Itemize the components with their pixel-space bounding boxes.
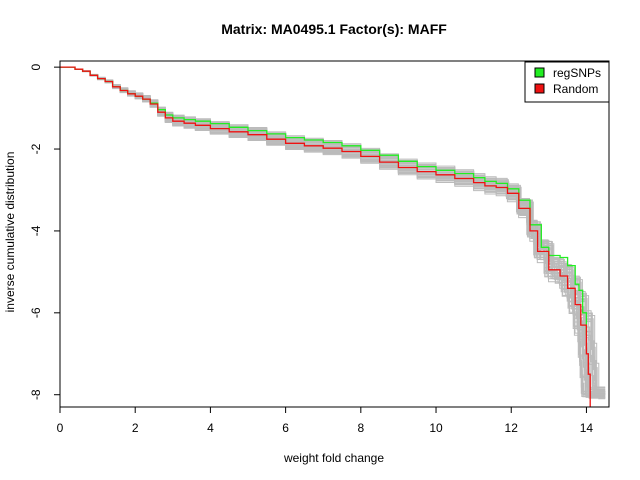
random-background-lines xyxy=(60,66,606,400)
random-simulation-line xyxy=(60,66,606,392)
x-tick-label: 2 xyxy=(132,421,139,435)
x-tick-label: 10 xyxy=(429,421,443,435)
random-simulation-line xyxy=(60,66,606,395)
x-axis-ticks: 0 2 4 6 8 10 12 14 xyxy=(57,407,594,435)
random-simulation-line xyxy=(60,66,606,394)
random-simulation-line xyxy=(60,66,606,392)
random-simulation-line xyxy=(60,66,606,394)
x-axis-label: weight fold change xyxy=(283,451,384,465)
legend-label-random: Random xyxy=(553,82,598,96)
random-simulation-line xyxy=(60,66,606,397)
random-simulation-line xyxy=(60,66,606,392)
random-simulation-line xyxy=(60,66,606,398)
random-simulation-line xyxy=(60,66,606,399)
y-tick-label: -8 xyxy=(29,389,43,400)
random-simulation-line xyxy=(60,66,606,392)
random-simulation-line xyxy=(60,66,606,391)
random-simulation-line xyxy=(60,66,606,394)
random-simulation-line xyxy=(60,66,606,393)
random-simulation-line xyxy=(60,66,606,396)
random-simulation-line xyxy=(60,66,606,395)
random-simulation-line xyxy=(60,66,606,395)
random-simulation-line xyxy=(60,66,606,391)
random-simulation-line xyxy=(60,66,606,395)
legend-swatch-random xyxy=(534,83,545,94)
random-simulation-line xyxy=(60,66,606,389)
random-simulation-line xyxy=(60,66,606,393)
random-simulation-line xyxy=(60,66,606,399)
random-simulation-line xyxy=(60,66,606,399)
random-simulation-line xyxy=(60,66,606,396)
random-simulation-line xyxy=(60,66,606,398)
random-simulation-line xyxy=(60,66,606,396)
x-tick-label: 6 xyxy=(282,421,289,435)
legend: regSNPs Random xyxy=(524,61,610,103)
series-line-random xyxy=(60,66,591,407)
random-simulation-line xyxy=(60,66,606,395)
random-simulation-line xyxy=(60,66,606,398)
x-tick-label: 12 xyxy=(505,421,519,435)
chart-title: Matrix: MA0495.1 Factor(s): MAFF xyxy=(221,21,447,37)
random-simulation-line xyxy=(60,66,606,390)
random-simulation-line xyxy=(60,66,606,393)
random-simulation-line xyxy=(60,66,606,396)
series-layer xyxy=(60,66,591,407)
x-tick-label: 0 xyxy=(57,421,64,435)
legend-label-regsnps: regSNPs xyxy=(553,66,601,80)
y-tick-label: -2 xyxy=(29,143,43,154)
y-tick-label: -4 xyxy=(29,225,43,236)
random-simulation-line xyxy=(60,66,606,399)
x-tick-label: 4 xyxy=(207,421,214,435)
plot-frame xyxy=(59,60,610,408)
y-axis-ticks: 0 -2 -4 -6 -8 xyxy=(29,63,60,400)
random-simulation-line xyxy=(60,66,606,400)
random-simulation-line xyxy=(60,66,606,388)
x-tick-label: 8 xyxy=(357,421,364,435)
random-simulation-line xyxy=(60,66,606,397)
random-simulation-line xyxy=(60,66,606,393)
random-simulation-line xyxy=(60,66,606,393)
legend-swatch-regsnps xyxy=(534,67,545,78)
random-simulation-line xyxy=(60,66,606,396)
y-tick-label: 0 xyxy=(29,63,43,70)
random-simulation-line xyxy=(60,66,606,394)
x-tick-label: 14 xyxy=(580,421,594,435)
random-simulation-line xyxy=(60,66,606,394)
y-axis-label: inverse cumulative distribution xyxy=(3,152,17,313)
random-simulation-line xyxy=(60,66,606,389)
y-tick-label: -6 xyxy=(29,307,43,318)
